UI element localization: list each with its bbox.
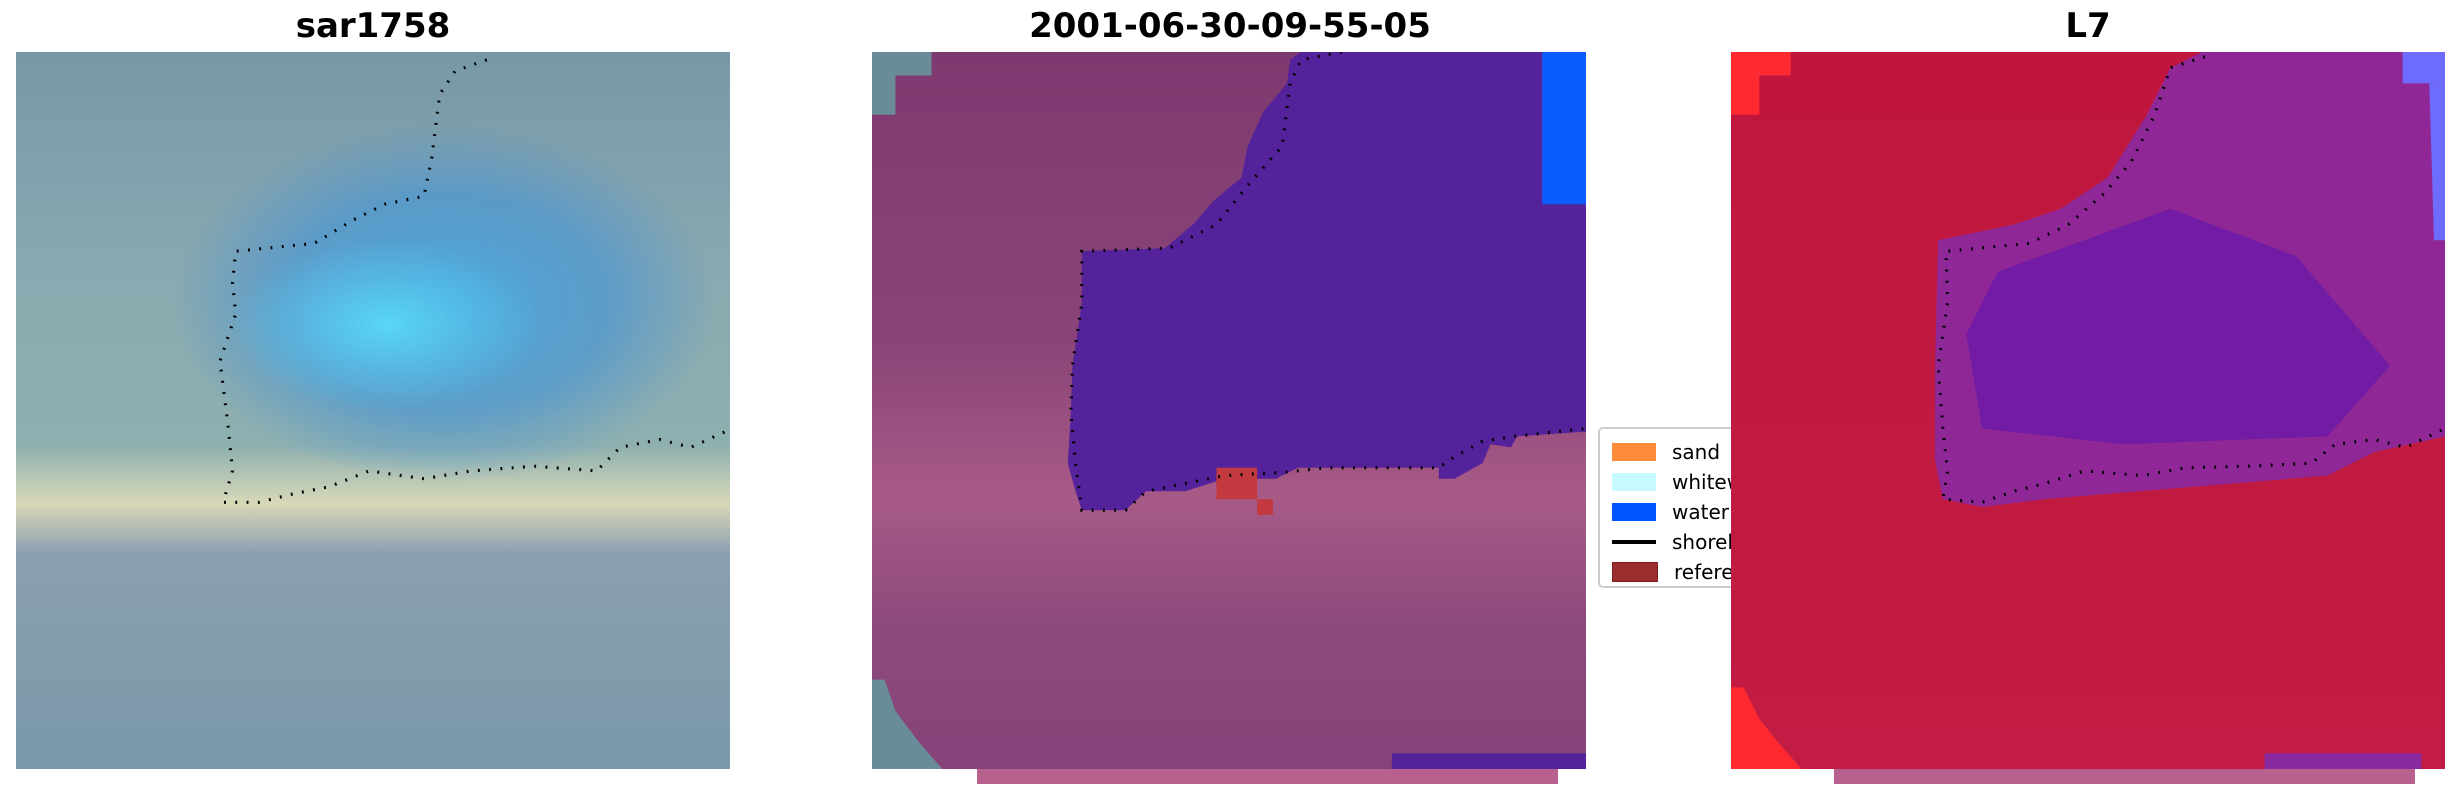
index-overlay xyxy=(1731,52,2445,769)
reference-pixels xyxy=(1257,499,1273,515)
water-class-region xyxy=(1067,52,1586,511)
classification-overlay xyxy=(872,52,1586,769)
legend-item-sand: sand xyxy=(1612,439,1720,465)
legend: sand whitewater water shoreline referenc… xyxy=(1598,427,1784,588)
water-swatch xyxy=(1612,503,1656,521)
shoreline-overlay xyxy=(218,58,726,504)
reference-pixels xyxy=(1216,467,1258,500)
shoreline-swatch xyxy=(1612,540,1656,544)
panel-title-rgb: sar1758 xyxy=(295,6,451,46)
water-core xyxy=(1966,208,2391,445)
shoreline xyxy=(1069,52,1586,512)
sand-swatch xyxy=(1612,443,1656,461)
panel-title-date: 2001-06-30-09-55-05 xyxy=(1029,6,1431,46)
classified-image-panel xyxy=(872,52,1586,769)
legend-label: water xyxy=(1672,500,1729,524)
panel-title-satellite: L7 xyxy=(2065,6,2111,46)
whitewater-swatch xyxy=(1612,473,1656,491)
legend-item-water: water xyxy=(1612,499,1729,525)
water-class-strip xyxy=(1391,753,1586,769)
legend-label: sand xyxy=(1672,440,1721,464)
nodata-strip xyxy=(977,769,1558,784)
water-rgb-strip xyxy=(1542,52,1586,205)
corner-nodata xyxy=(872,52,932,115)
rgb-image-panel xyxy=(16,52,730,769)
shoreline xyxy=(218,58,726,504)
index-image-panel xyxy=(1731,52,2445,769)
reference-swatch xyxy=(1612,562,1658,582)
nodata-strip xyxy=(1834,769,2415,784)
corner-nodata xyxy=(872,679,943,769)
